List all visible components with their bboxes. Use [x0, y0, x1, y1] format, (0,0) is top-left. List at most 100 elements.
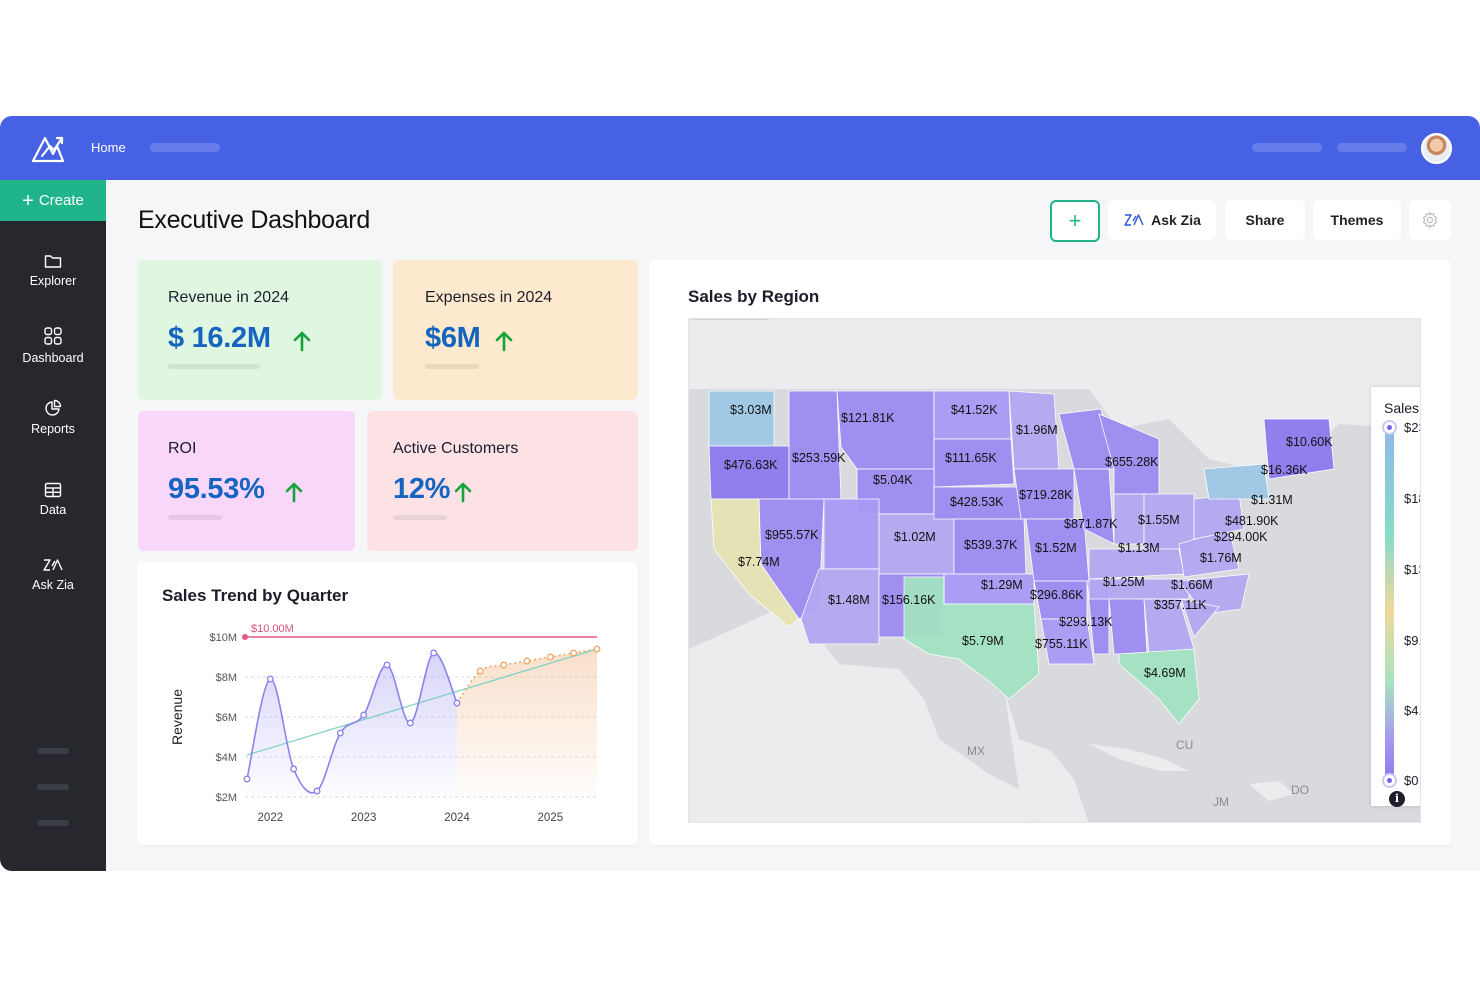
panel-title: Sales by Region	[688, 287, 820, 306]
kpi-label: ROI	[168, 440, 197, 457]
zoho-analytics-logo[interactable]	[30, 132, 66, 164]
sales-by-region-panel: Sales by Region $3.03M $121.81K $41.52K $1.…	[649, 260, 1451, 845]
y-tick-label: $2M	[216, 792, 237, 804]
state-value-label: $1.13M	[1118, 541, 1160, 555]
state-value-label: $1.25M	[1103, 575, 1145, 589]
map-legend: Sales $23M $18.4M $13.8M $9.2M $4.6M $0	[1371, 387, 1420, 806]
data-point	[243, 775, 251, 783]
mexico-land	[1004, 689, 1089, 822]
state-value-label: $3.03M	[730, 403, 772, 417]
state-region	[903, 576, 1040, 700]
sales-trend-chart[interactable]: $2M $4M $6M $8M $10M 2022 2023 2024 2025 Revenue $…	[137, 562, 638, 845]
table-icon	[44, 482, 62, 498]
sidebar-item-reports[interactable]: Reports	[0, 399, 106, 436]
placeholder-bar	[393, 515, 447, 520]
data-point	[406, 719, 414, 727]
sidebar-item-data[interactable]: Data	[0, 482, 106, 517]
trend-line	[246, 648, 598, 756]
country-label: MX	[967, 744, 985, 758]
state-value-label: $871.87K	[1064, 517, 1118, 531]
data-point	[430, 649, 438, 657]
legend-min-handle[interactable]	[1382, 773, 1397, 788]
state-value-label: $10.60K	[1286, 435, 1333, 449]
plus-icon: +	[22, 189, 34, 212]
state-value-label: $293.13K	[1059, 615, 1113, 629]
state-value-label: $481.90K	[1225, 514, 1279, 528]
state-region	[800, 568, 880, 645]
legend-gradient	[1385, 427, 1394, 781]
state-value-label: $4.69M	[1144, 666, 1186, 680]
data-point	[290, 765, 298, 773]
state-region	[823, 498, 880, 570]
arrow-up-icon	[285, 482, 303, 503]
kpi-label: Revenue in 2024	[168, 289, 289, 306]
y-tick-label: $4M	[216, 752, 237, 764]
legend-tick: $4.6M	[1404, 703, 1420, 718]
home-link[interactable]: Home	[91, 140, 126, 155]
kpi-card-revenue[interactable]: Revenue in 2024 $ 16.2M	[138, 260, 382, 400]
pie-chart-icon	[45, 399, 62, 416]
state-value-label: $41.52K	[951, 403, 998, 417]
forecast-point	[570, 649, 578, 657]
cuba-land	[1089, 744, 1189, 771]
sidebar-item-dashboard[interactable]: Dashboard	[0, 326, 106, 365]
sidebar-item-label: Dashboard	[22, 351, 84, 365]
data-point	[383, 661, 391, 669]
arrow-up-icon	[454, 482, 472, 503]
country-label: CU	[1176, 738, 1193, 752]
sales-trend-panel: Sales Trend by Quarter $2M $4M $6M $8M $10M 2…	[137, 562, 638, 845]
placeholder-bar	[425, 364, 479, 369]
create-button[interactable]: + Create	[0, 180, 106, 221]
state-value-label: $1.29M	[981, 578, 1023, 592]
map-canvas[interactable]: $3.03M $121.81K $41.52K $1.96M $476.63K $253.…	[688, 318, 1421, 823]
legend-max-handle[interactable]	[1382, 420, 1397, 435]
settings-button[interactable]	[1409, 200, 1451, 240]
x-tick-label: 2022	[258, 812, 284, 824]
state-value-label: $1.55M	[1138, 513, 1180, 527]
forecast-point	[546, 653, 554, 661]
arrow-up-icon	[293, 331, 311, 352]
state-value-label: $1.76M	[1200, 551, 1242, 565]
state-value-label: $111.65K	[945, 451, 997, 465]
forecast-point	[476, 667, 484, 675]
legend-title: Sales	[1384, 400, 1420, 416]
state-value-label: $655.28K	[1105, 455, 1159, 469]
legend-tick: $9.2M	[1404, 633, 1420, 648]
state-value-label: $121.81K	[841, 411, 895, 425]
state-value-label: $253.59K	[792, 451, 846, 465]
plus-icon: +	[1068, 208, 1082, 233]
state-region	[1263, 418, 1335, 480]
x-tick-label: 2024	[444, 812, 470, 824]
kpi-card-active-customers[interactable]: Active Customers 12%	[367, 411, 638, 551]
state-region	[708, 445, 790, 500]
share-button[interactable]: Share	[1225, 200, 1305, 240]
kpi-value: 12%	[393, 473, 451, 505]
state-value-label: $156.16K	[882, 593, 936, 607]
canada-land	[689, 319, 1420, 469]
state-value-label: $296.86K	[1030, 588, 1084, 602]
state-region	[1180, 598, 1220, 638]
ask-zia-button[interactable]: Ask Zia	[1108, 200, 1216, 240]
sidebar-item-explorer[interactable]: Explorer	[0, 253, 106, 288]
add-widget-button[interactable]: +	[1050, 200, 1100, 242]
themes-button[interactable]: Themes	[1313, 200, 1401, 240]
state-region	[1108, 598, 1148, 655]
kpi-card-expenses[interactable]: Expenses in 2024 $6M	[393, 260, 638, 400]
state-value-label: $955.57K	[765, 528, 819, 542]
gear-icon	[1422, 211, 1438, 229]
info-icon[interactable]: i	[1389, 791, 1405, 807]
state-value-label: $294.00K	[1214, 530, 1268, 544]
state-value-label: $1.66M	[1171, 578, 1213, 592]
ask-zia-label: Ask Zia	[1151, 212, 1201, 228]
sidebar-item-ask-zia[interactable]: Ask Zia	[0, 557, 106, 592]
kpi-card-roi[interactable]: ROI 95.53%	[138, 411, 355, 551]
forecast-point	[523, 657, 531, 665]
avatar[interactable]	[1421, 133, 1452, 164]
country-label: JM	[1213, 795, 1229, 809]
state-region	[1088, 578, 1190, 600]
folder-icon	[44, 255, 62, 268]
kpi-value: 95.53%	[168, 473, 265, 505]
state-value-label: $5.79M	[962, 634, 1004, 648]
placeholder-bar	[37, 820, 69, 826]
grid-icon	[44, 327, 62, 345]
